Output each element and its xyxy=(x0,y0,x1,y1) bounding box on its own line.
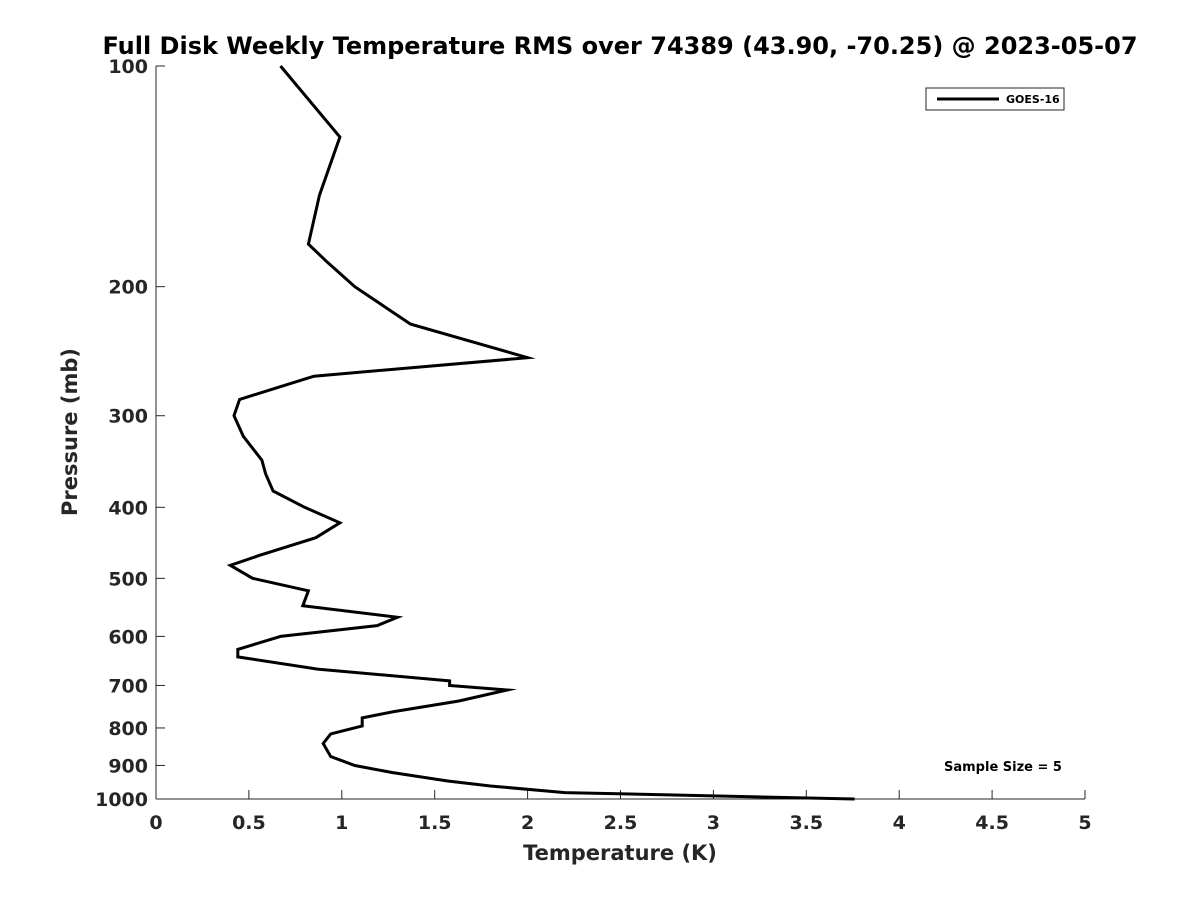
series-line-goes-16 xyxy=(226,65,855,801)
y-tick-label: 300 xyxy=(108,406,148,428)
x-tick-label: 1.5 xyxy=(418,812,452,834)
y-tick-label: 500 xyxy=(108,568,148,590)
x-tick-label: 0 xyxy=(149,812,162,834)
x-tick-label: 3 xyxy=(707,812,720,834)
x-tick-label: 2 xyxy=(521,812,534,834)
x-tick-label: 4.5 xyxy=(975,812,1009,834)
x-tick-label: 1 xyxy=(335,812,348,834)
y-tick-label: 100 xyxy=(108,56,148,78)
x-axis-label: Temperature (K) xyxy=(523,841,717,865)
x-tick-label: 4 xyxy=(893,812,906,834)
y-tick-label: 700 xyxy=(108,675,148,697)
x-tick-label: 5 xyxy=(1078,812,1091,834)
legend-label: GOES-16 xyxy=(1006,93,1060,106)
sample-size-annotation: Sample Size = 5 xyxy=(944,760,1062,775)
x-tick-label: 0.5 xyxy=(232,812,266,834)
series-group xyxy=(226,65,855,801)
y-tick-label: 400 xyxy=(108,497,148,519)
y-tick-label: 900 xyxy=(108,755,148,777)
x-tick-label: 2.5 xyxy=(604,812,638,834)
x-tick-label: 3.5 xyxy=(789,812,823,834)
y-tick-label: 200 xyxy=(108,277,148,299)
chart-title: Full Disk Weekly Temperature RMS over 74… xyxy=(102,32,1137,60)
y-tick-label: 600 xyxy=(108,626,148,648)
y-axis-label: Pressure (mb) xyxy=(58,348,82,516)
y-tick-label: 1000 xyxy=(95,789,148,811)
y-tick-label: 800 xyxy=(108,718,148,740)
axes-group: 0 0.5 1 1.5 2 2.5 3 3.5 4 4.5 5 100 200 300 400 500 600 7… xyxy=(95,56,1092,834)
legend: GOES-16 xyxy=(925,87,1065,111)
